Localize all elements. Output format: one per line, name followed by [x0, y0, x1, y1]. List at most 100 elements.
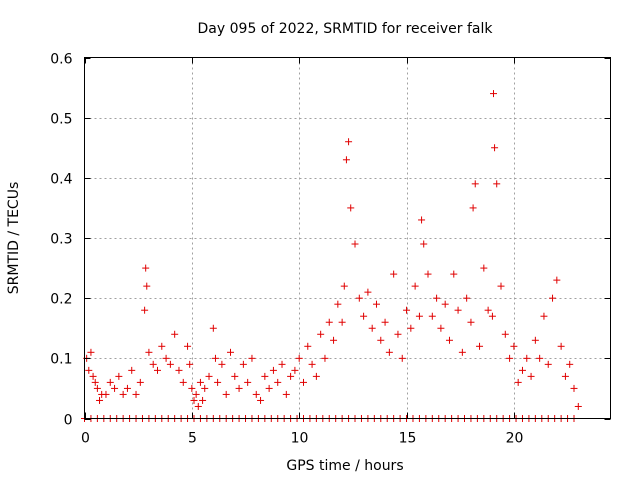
data-point	[192, 390, 200, 398]
data-point	[340, 282, 348, 290]
data-point	[209, 324, 217, 332]
data-point	[162, 354, 170, 362]
data-point	[299, 378, 307, 386]
data-point	[214, 378, 222, 386]
data-point	[158, 342, 166, 350]
data-point	[145, 348, 153, 356]
data-point	[501, 330, 509, 338]
data-point	[123, 384, 131, 392]
data-point	[480, 264, 488, 272]
data-points	[81, 90, 582, 422]
data-point	[450, 270, 458, 278]
data-point	[557, 342, 565, 350]
data-point	[467, 318, 475, 326]
data-point	[381, 318, 389, 326]
data-point	[368, 324, 376, 332]
y-tick-label: 0.1	[50, 352, 72, 368]
x-tick-label: 15	[399, 431, 417, 447]
x-axis-label: GPS time / hours	[286, 458, 403, 474]
x-axis: 0 5 10 15 20	[81, 57, 523, 447]
data-point	[471, 180, 479, 188]
data-point	[523, 354, 531, 362]
data-point	[553, 276, 561, 284]
data-point	[143, 282, 151, 290]
data-point	[420, 240, 428, 248]
data-point	[321, 354, 329, 362]
data-point	[355, 294, 363, 302]
data-point	[390, 270, 398, 278]
data-point	[188, 384, 196, 392]
y-tick-label: 0	[64, 413, 73, 429]
data-point	[190, 396, 198, 404]
x-tick-label: 10	[291, 431, 309, 447]
data-point	[235, 384, 243, 392]
data-point	[514, 378, 522, 386]
data-point	[364, 288, 372, 296]
data-point	[506, 354, 514, 362]
data-point	[304, 342, 312, 350]
data-point	[544, 360, 552, 368]
data-point	[377, 336, 385, 344]
data-point	[334, 300, 342, 308]
plot-frame	[84, 57, 611, 419]
y-tick-label: 0.3	[50, 232, 72, 248]
data-point	[403, 306, 411, 314]
data-point	[226, 348, 234, 356]
data-point	[469, 204, 477, 212]
grid-lines	[84, 57, 611, 419]
data-point	[510, 342, 518, 350]
data-point	[398, 354, 406, 362]
data-point	[119, 390, 127, 398]
data-point	[531, 336, 539, 344]
data-point	[497, 282, 505, 290]
data-point	[96, 396, 104, 404]
data-point	[111, 384, 119, 392]
data-point	[342, 156, 350, 164]
data-point	[347, 204, 355, 212]
data-point	[85, 366, 93, 374]
data-point	[345, 138, 353, 146]
data-point	[454, 306, 462, 314]
data-point	[463, 294, 471, 302]
data-point	[252, 390, 260, 398]
data-point	[175, 366, 183, 374]
data-point	[194, 402, 202, 410]
data-point	[171, 330, 179, 338]
data-point	[317, 330, 325, 338]
data-point	[518, 366, 526, 374]
data-point	[282, 390, 290, 398]
data-point	[407, 324, 415, 332]
x-tick-label: 5	[188, 431, 197, 447]
data-point	[141, 306, 149, 314]
data-point	[239, 360, 247, 368]
data-point	[222, 390, 230, 398]
data-point	[87, 348, 95, 356]
data-point	[574, 402, 582, 410]
data-point	[493, 180, 501, 188]
data-point	[394, 330, 402, 338]
data-point	[536, 354, 544, 362]
data-point	[93, 384, 101, 392]
data-point	[445, 336, 453, 344]
data-point	[199, 396, 207, 404]
data-point	[566, 360, 574, 368]
data-point	[196, 378, 204, 386]
y-tick-label: 0.6	[50, 52, 72, 68]
data-point	[136, 378, 144, 386]
data-point	[142, 264, 150, 272]
data-point	[418, 216, 426, 224]
data-point	[308, 360, 316, 368]
y-tick-label: 0.5	[50, 112, 72, 128]
data-point	[106, 378, 114, 386]
data-point	[424, 270, 432, 278]
data-point	[128, 366, 136, 374]
data-point	[244, 378, 252, 386]
data-point	[385, 348, 393, 356]
data-point	[351, 240, 359, 248]
data-point	[570, 384, 578, 392]
data-point	[549, 294, 557, 302]
data-point	[312, 372, 320, 380]
data-point	[291, 366, 299, 374]
data-point	[489, 90, 497, 98]
